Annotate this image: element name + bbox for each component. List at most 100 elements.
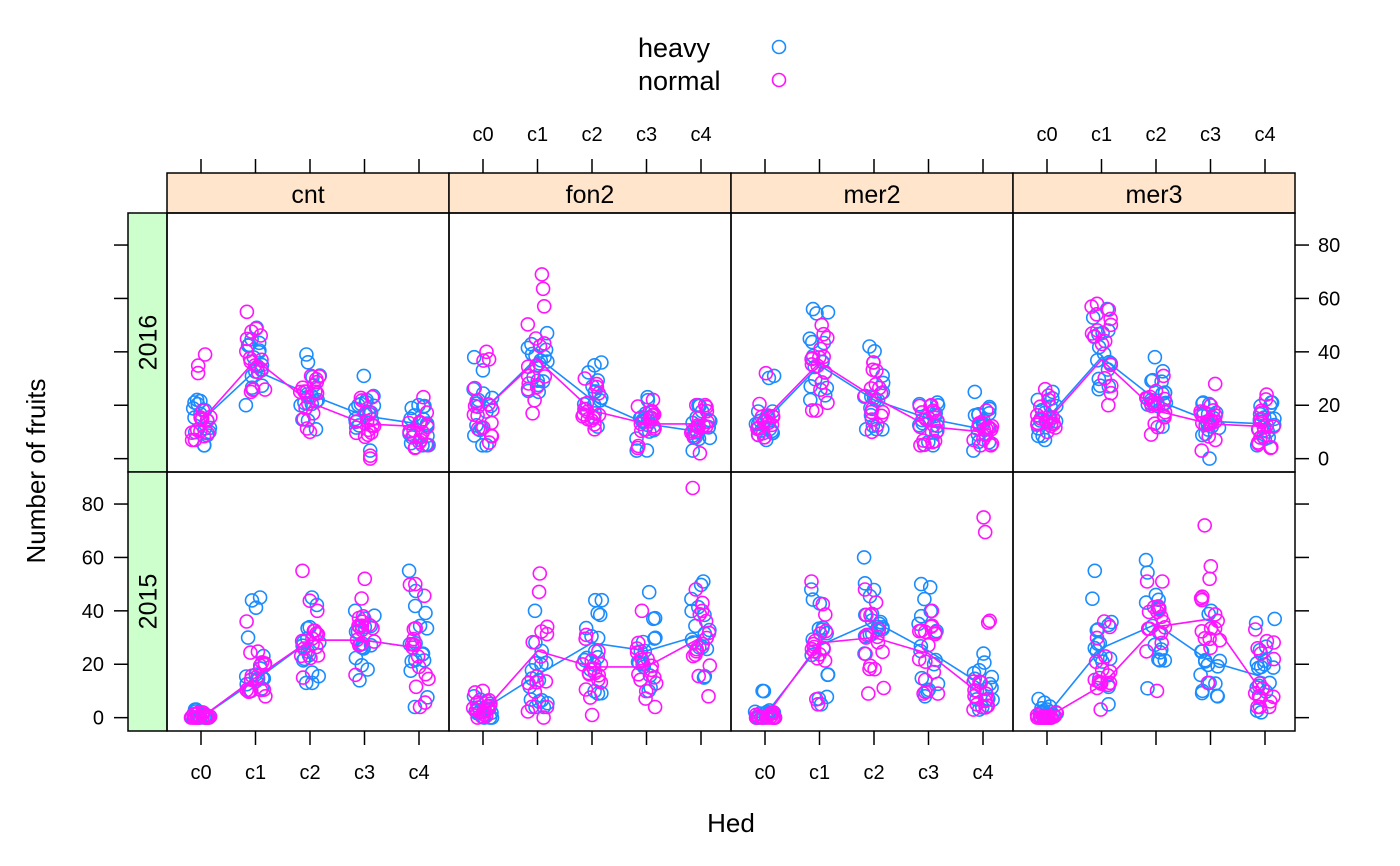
point-normal-c2 (1157, 409, 1172, 425)
point-normal-c2 (589, 376, 605, 392)
point-normal-c1 (819, 330, 835, 346)
point-normal-c3 (645, 392, 661, 408)
point-normal-c0 (1045, 410, 1061, 425)
x-tick-label: c2 (863, 762, 884, 784)
point-heavy-c1 (240, 630, 256, 645)
point-normal-c3 (1194, 443, 1209, 458)
point-normal-c2 (587, 417, 602, 432)
legend-marker-heavy (771, 39, 787, 55)
point-normal-c1 (536, 336, 552, 351)
point-normal-c2 (305, 636, 320, 652)
point-normal-c3 (630, 438, 646, 454)
y-tick-label: 0 (1318, 449, 1329, 471)
point-normal-c1 (537, 369, 553, 384)
axes: c0 c1 c2 c3 c4 c0 c1 c2 c3 c4 c0 c1 c2 c3 c4 c0 c1 c2 c3 c4… (82, 124, 1341, 784)
point-normal-c4 (699, 399, 714, 415)
point-heavy-c3 (913, 576, 929, 592)
point-normal-c1 (532, 338, 548, 354)
point-heavy-c1 (238, 397, 254, 413)
point-normal-c4 (1253, 646, 1269, 661)
point-normal-c4 (980, 615, 996, 630)
point-heavy-c1 (1101, 354, 1117, 370)
point-normal-c2 (870, 629, 885, 645)
point-normal-c4 (695, 595, 710, 611)
point-normal-c1 (808, 691, 824, 707)
point-normal-c0 (469, 702, 484, 718)
point-normal-c4 (412, 414, 428, 430)
point-normal-c2 (308, 371, 324, 387)
point-normal-c4 (1254, 403, 1269, 419)
point-normal-c0 (481, 351, 497, 367)
point-heavy-c3 (1193, 667, 1208, 683)
x-tick-label: c3 (918, 762, 939, 784)
point-heavy-c3 (360, 662, 375, 677)
point-normal-c4 (406, 621, 422, 637)
point-normal-c0 (184, 432, 200, 448)
point-normal-c4 (692, 445, 708, 461)
point-heavy-c2 (1155, 363, 1171, 379)
point-normal-c0 (481, 435, 497, 450)
mean-line-normal (764, 636, 984, 719)
point-normal-c3 (916, 433, 931, 448)
point-normal-c4 (983, 437, 999, 453)
x-tick-label: c4 (408, 762, 429, 784)
point-normal-c3 (638, 683, 654, 699)
point-normal-c3 (348, 425, 364, 441)
point-normal-c3 (362, 451, 378, 466)
point-heavy-c1 (248, 600, 264, 616)
point-heavy-c3 (356, 368, 372, 384)
x-tick-label: c1 (527, 124, 548, 146)
point-heavy-c2 (594, 592, 610, 608)
point-normal-c0 (754, 710, 769, 725)
point-normal-c4 (690, 418, 705, 433)
point-normal-c2 (857, 582, 873, 597)
point-heavy-c2 (587, 592, 603, 608)
point-normal-c3 (923, 619, 939, 635)
point-normal-c2 (311, 369, 327, 384)
point-normal-c2 (859, 607, 874, 623)
panel-strips: cnt fon2 mer2 mer3 2016 2015 (127, 172, 1296, 732)
strip-2015 (127, 471, 168, 732)
point-normal-c1 (520, 381, 536, 397)
point-normal-c2 (593, 675, 609, 690)
point-heavy-c4 (976, 646, 991, 661)
point-heavy-c0 (765, 425, 780, 441)
point-normal-c1 (1097, 333, 1113, 349)
point-normal-c3 (634, 603, 650, 619)
point-heavy-c4 (693, 577, 709, 593)
point-heavy-c4 (982, 399, 997, 415)
point-normal-c1 (817, 653, 833, 668)
point-normal-c0 (479, 344, 494, 360)
point-heavy-c3 (1202, 451, 1217, 466)
point-normal-c1 (1089, 306, 1104, 322)
point-heavy-c4 (1248, 615, 1264, 631)
point-normal-c2 (1144, 398, 1159, 414)
y-tick-label: 40 (82, 601, 104, 623)
y-tick-label: 20 (1318, 395, 1340, 417)
point-normal-c3 (354, 614, 370, 630)
point-normal-c0 (476, 353, 491, 368)
point-heavy-c2 (1157, 385, 1173, 400)
point-heavy-c4 (417, 398, 432, 414)
mean-line-normal (200, 639, 420, 719)
point-heavy-c0 (1045, 384, 1060, 400)
point-normal-c4 (688, 647, 703, 663)
point-normal-c1 (521, 675, 536, 691)
point-heavy-c3 (922, 579, 938, 595)
mean-line-heavy (764, 364, 984, 431)
point-normal-c2 (293, 648, 309, 664)
point-heavy-c4 (971, 407, 986, 423)
x-tick-label: c3 (1200, 124, 1221, 146)
point-normal-c3 (360, 427, 376, 443)
point-normal-c4 (1261, 699, 1277, 715)
point-normal-c2 (578, 631, 593, 647)
point-normal-c0 (1033, 399, 1048, 415)
point-heavy-c2 (592, 607, 608, 623)
point-heavy-c2 (867, 343, 882, 359)
point-normal-c4 (982, 613, 998, 629)
point-normal-c4 (691, 668, 707, 684)
point-normal-c4 (412, 699, 428, 715)
point-normal-c1 (243, 645, 258, 660)
point-normal-c2 (1150, 599, 1166, 614)
x-tick-label: c1 (1091, 124, 1112, 146)
